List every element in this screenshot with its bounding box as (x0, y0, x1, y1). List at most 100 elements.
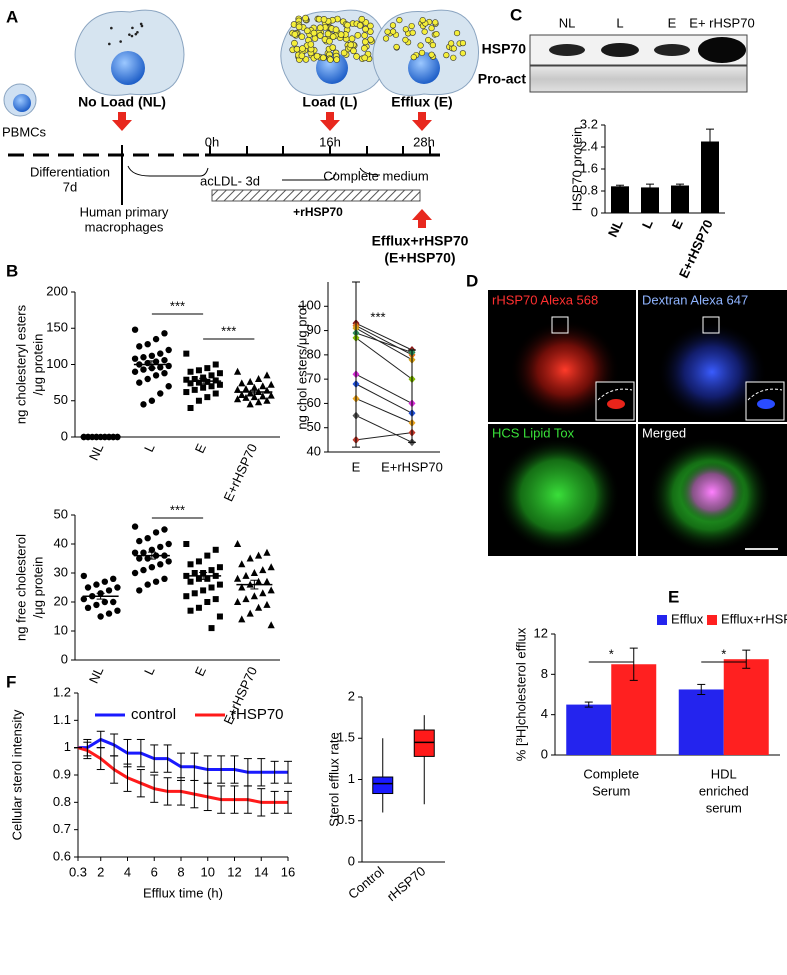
y-tick-label: 40 (307, 443, 321, 458)
data-point (152, 335, 160, 343)
stage-label: (E+HSP70) (384, 250, 455, 266)
data-point (259, 589, 267, 597)
box (372, 776, 394, 795)
data-point (144, 341, 151, 348)
data-point (136, 537, 143, 545)
data-point (131, 549, 139, 556)
panel-label: D (466, 271, 478, 290)
lipid-droplet (128, 33, 131, 36)
data-point (157, 364, 164, 371)
nucleus (408, 52, 440, 84)
x-tick-label: 12 (227, 864, 241, 879)
data-point (131, 523, 139, 530)
data-point (152, 358, 160, 365)
data-point (187, 380, 194, 387)
significance-label: * (721, 646, 726, 661)
data-point (183, 389, 190, 396)
data-point (187, 405, 194, 411)
lipid-droplet (337, 31, 345, 38)
bar (723, 659, 769, 755)
x-tick-label: 8 (177, 864, 184, 879)
data-point (267, 380, 275, 388)
y-tick-label: 1 (64, 739, 71, 754)
data-point (238, 583, 246, 591)
data-point (183, 376, 190, 383)
paired-line (355, 322, 413, 351)
data-point (157, 561, 164, 568)
y-tick-label: 0 (61, 651, 68, 666)
image-signal (757, 399, 775, 409)
x-tick-label: Control (345, 863, 387, 902)
y-tick-label: 50 (54, 392, 68, 407)
y-tick-label: 60 (307, 395, 321, 410)
legend-swatch (707, 615, 717, 625)
blot-band (601, 43, 639, 57)
x-tick-label: serum (706, 800, 742, 815)
arrow (112, 112, 132, 131)
y-tick-label: 20 (54, 593, 68, 608)
arrow (412, 112, 432, 131)
data-point (233, 385, 242, 393)
lipid-droplet (324, 30, 332, 38)
data-point (200, 374, 207, 381)
y-tick-label: 0 (61, 428, 68, 443)
lipid-droplet (139, 22, 143, 26)
data-point (233, 598, 242, 605)
data-point (84, 584, 92, 591)
legend-label: Efflux+rHSP70 (721, 611, 787, 626)
lipid-droplet (450, 54, 457, 61)
data-point (195, 604, 202, 611)
lipid-droplet (418, 49, 426, 56)
data-point (161, 330, 168, 337)
lipid-droplet (448, 40, 455, 47)
x-tick-label: E (192, 664, 209, 678)
lipid-droplet (293, 45, 301, 53)
data-point (84, 604, 92, 611)
significance-label: *** (370, 309, 385, 324)
data-point (263, 600, 271, 608)
lane-label: NL (559, 15, 576, 30)
y-tick-label: 100 (46, 356, 68, 371)
data-point (148, 352, 156, 359)
row-label: HSP70 (482, 41, 527, 57)
note: macrophages (85, 219, 164, 234)
data-point (157, 543, 164, 551)
x-tick-label: 14 (254, 864, 268, 879)
roi-box (702, 316, 720, 334)
lipid-droplet (344, 21, 351, 29)
lipid-droplet (389, 28, 397, 35)
paired-line (355, 327, 413, 361)
paired-line (355, 332, 413, 353)
image-signal (657, 322, 767, 422)
note: acLDL- 3d (200, 173, 260, 188)
paired-line (355, 415, 413, 443)
data-point (238, 379, 246, 387)
data-point (267, 586, 275, 594)
data-point (165, 558, 172, 565)
data-point (183, 350, 190, 357)
y-axis-label: Cellular sterol intensity (9, 709, 24, 840)
data-point (136, 343, 143, 350)
data-point (140, 354, 147, 361)
data-point (246, 554, 254, 562)
x-tick-label: Serum (592, 783, 630, 798)
data-point (263, 396, 271, 404)
lipid-droplet (354, 32, 362, 39)
data-point (131, 569, 139, 577)
y-tick-label: 12 (534, 625, 548, 640)
y-axis-label: ng cholesteryl esters (13, 304, 28, 424)
data-point (212, 361, 219, 368)
panel-label: B (6, 261, 18, 280)
data-point (191, 590, 198, 597)
lipid-droplet (347, 41, 355, 49)
workflow-diagram: PBMCs No Load (NL) Load (L) Efflux (E) 0… (2, 9, 479, 266)
y-tick-label: 3.2 (580, 116, 598, 131)
data-point (136, 379, 143, 386)
lipid-droplet (302, 56, 310, 63)
data-point (161, 575, 168, 582)
data-point (216, 370, 223, 377)
data-point (165, 383, 172, 390)
bar (671, 185, 689, 213)
data-point (233, 367, 242, 375)
data-point (263, 577, 271, 585)
